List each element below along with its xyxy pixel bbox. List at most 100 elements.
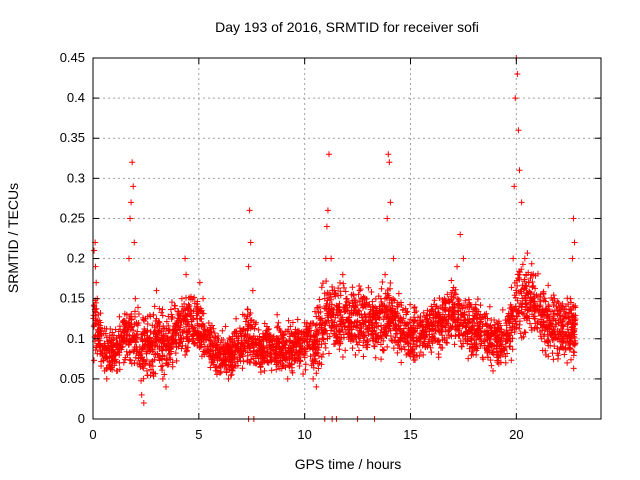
data-point bbox=[240, 344, 247, 351]
data-point bbox=[285, 326, 292, 333]
data-point bbox=[497, 353, 504, 360]
y-tick-label: 0 bbox=[78, 411, 85, 426]
data-point bbox=[442, 305, 449, 312]
data-point bbox=[133, 332, 140, 339]
data-point bbox=[185, 328, 192, 335]
data-point bbox=[472, 344, 479, 351]
data-point bbox=[507, 301, 514, 308]
data-point bbox=[314, 349, 321, 356]
data-point bbox=[506, 335, 513, 342]
data-point bbox=[164, 341, 171, 348]
data-point bbox=[302, 361, 309, 368]
data-point bbox=[392, 308, 399, 315]
plot-frame bbox=[92, 57, 602, 420]
data-point bbox=[341, 284, 348, 291]
data-point bbox=[392, 334, 399, 341]
data-point bbox=[158, 309, 165, 316]
data-point bbox=[147, 343, 154, 350]
data-point bbox=[329, 322, 336, 329]
data-point bbox=[333, 334, 340, 341]
data-point bbox=[466, 312, 473, 319]
data-point bbox=[108, 339, 115, 346]
data-point bbox=[318, 353, 325, 360]
data-point bbox=[372, 354, 379, 361]
data-point bbox=[428, 319, 435, 326]
data-point bbox=[550, 312, 557, 319]
data-point bbox=[323, 278, 330, 285]
data-point bbox=[531, 298, 538, 305]
data-point bbox=[423, 321, 430, 328]
data-point bbox=[273, 366, 280, 373]
data-point bbox=[204, 334, 211, 341]
data-point bbox=[128, 311, 135, 318]
data-point bbox=[507, 305, 514, 312]
data-point bbox=[212, 347, 219, 354]
data-point bbox=[488, 362, 495, 369]
data-point bbox=[398, 299, 405, 306]
data-point bbox=[328, 255, 335, 262]
data-point bbox=[560, 323, 567, 330]
data-point bbox=[434, 338, 441, 345]
data-point bbox=[444, 340, 451, 347]
data-point bbox=[471, 319, 478, 326]
data-point bbox=[454, 316, 461, 323]
data-point bbox=[498, 335, 505, 342]
data-point bbox=[379, 279, 386, 286]
data-point bbox=[360, 353, 367, 360]
data-point bbox=[103, 334, 110, 341]
data-point bbox=[432, 335, 439, 342]
data-point bbox=[282, 342, 289, 349]
data-point bbox=[402, 305, 409, 312]
data-point bbox=[339, 314, 346, 321]
data-point bbox=[213, 371, 220, 378]
data-point bbox=[494, 351, 501, 358]
data-point bbox=[546, 328, 553, 335]
data-point bbox=[464, 337, 471, 344]
data-point bbox=[198, 323, 205, 330]
data-point bbox=[180, 335, 187, 342]
data-point bbox=[406, 319, 413, 326]
data-point bbox=[348, 335, 355, 342]
data-point bbox=[460, 331, 467, 338]
data-point bbox=[238, 332, 245, 339]
data-point bbox=[155, 354, 162, 361]
data-point bbox=[261, 357, 268, 364]
x-tick-label: 10 bbox=[297, 427, 311, 442]
data-point bbox=[518, 199, 525, 206]
axis-ticks bbox=[92, 57, 601, 420]
data-point bbox=[497, 349, 504, 356]
data-point bbox=[408, 332, 415, 339]
data-point bbox=[249, 341, 256, 348]
data-point bbox=[350, 292, 357, 299]
data-point bbox=[314, 304, 321, 311]
data-point bbox=[143, 356, 150, 363]
data-point bbox=[143, 348, 150, 355]
data-point bbox=[391, 309, 398, 316]
data-point bbox=[126, 356, 133, 363]
data-point bbox=[318, 341, 325, 348]
data-point bbox=[382, 331, 389, 338]
y-tick-label: 0.35 bbox=[60, 130, 85, 145]
data-point bbox=[534, 319, 541, 326]
data-point bbox=[539, 306, 546, 313]
data-point bbox=[451, 301, 458, 308]
data-point bbox=[127, 357, 134, 364]
data-point bbox=[283, 338, 290, 345]
data-point bbox=[125, 341, 132, 348]
data-point bbox=[439, 336, 446, 343]
data-point bbox=[182, 255, 189, 262]
data-point bbox=[134, 328, 141, 335]
data-point bbox=[98, 362, 105, 369]
data-point bbox=[387, 280, 394, 287]
data-point bbox=[360, 295, 367, 302]
data-point bbox=[418, 319, 425, 326]
data-point bbox=[442, 324, 449, 331]
data-point bbox=[448, 277, 455, 284]
data-point bbox=[106, 359, 113, 366]
data-point bbox=[204, 343, 211, 350]
data-point bbox=[255, 326, 262, 333]
data-point bbox=[455, 331, 462, 338]
data-point bbox=[549, 336, 556, 343]
data-point bbox=[314, 341, 321, 348]
